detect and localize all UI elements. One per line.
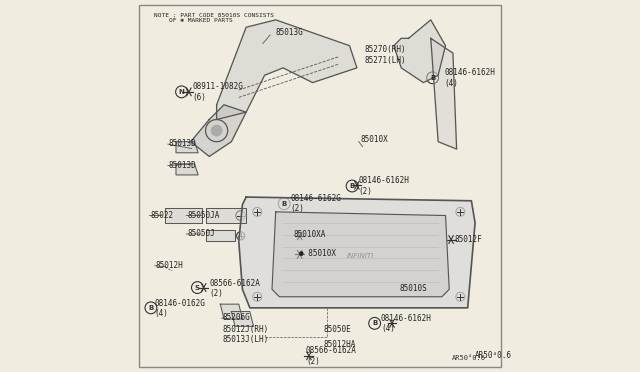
Polygon shape (239, 197, 475, 308)
Polygon shape (232, 311, 253, 326)
Text: 85012J(RH)
85013J(LH): 85012J(RH) 85013J(LH) (222, 325, 268, 344)
Polygon shape (165, 208, 202, 223)
Polygon shape (394, 20, 445, 83)
Text: ● 85010X: ● 85010X (299, 249, 336, 258)
Text: 85050JA: 85050JA (187, 211, 220, 220)
Text: NOTE : PART CODE 85010S CONSISTS
    OF ✱ MARKED PARTS: NOTE : PART CODE 85010S CONSISTS OF ✱ MA… (154, 13, 274, 23)
Polygon shape (272, 212, 449, 297)
Text: B: B (372, 320, 377, 326)
Text: 08146-6162H
(4): 08146-6162H (4) (381, 314, 432, 333)
Polygon shape (431, 38, 456, 149)
Text: 85013D: 85013D (168, 161, 196, 170)
Text: 08146-0162G
(4): 08146-0162G (4) (155, 299, 205, 318)
Text: INFINITI: INFINITI (347, 253, 374, 259)
Text: 85050J: 85050J (187, 230, 215, 238)
Polygon shape (216, 20, 357, 119)
Text: B: B (148, 305, 154, 311)
Text: 08146-6162H
(2): 08146-6162H (2) (359, 176, 410, 196)
Polygon shape (220, 304, 243, 319)
Text: 08911-1082G
(6): 08911-1082G (6) (193, 82, 243, 102)
Text: B: B (282, 201, 287, 207)
Polygon shape (176, 164, 198, 175)
Text: S: S (195, 285, 200, 291)
Text: 85012HA: 85012HA (324, 340, 356, 349)
Text: 85012F: 85012F (455, 235, 483, 244)
Text: 08566-6162A
(2): 08566-6162A (2) (306, 346, 357, 366)
Text: 85010S: 85010S (399, 284, 427, 293)
Text: 85013D: 85013D (168, 139, 196, 148)
Polygon shape (205, 208, 246, 223)
Text: 08146-6162G
(2): 08146-6162G (2) (291, 194, 341, 214)
Text: 85013G: 85013G (276, 28, 303, 37)
Text: 08146-6162H
(4): 08146-6162H (4) (445, 68, 495, 87)
Text: 85010XA: 85010XA (293, 230, 325, 239)
Polygon shape (191, 105, 246, 157)
Text: AR50⁴0.6: AR50⁴0.6 (452, 355, 486, 361)
Text: 85022: 85022 (150, 211, 173, 220)
Text: AR50⁴0.6: AR50⁴0.6 (475, 351, 512, 360)
Polygon shape (205, 230, 235, 241)
Text: B: B (349, 183, 355, 189)
Text: B: B (430, 75, 435, 81)
Text: 08566-6162A
(2): 08566-6162A (2) (209, 279, 260, 298)
Text: 85050E: 85050E (324, 325, 351, 334)
Text: 85270(RH)
85271(LH): 85270(RH) 85271(LH) (364, 45, 406, 65)
Text: 85012H: 85012H (156, 261, 184, 270)
Text: N: N (179, 89, 184, 95)
Circle shape (211, 125, 222, 136)
Text: 85206G: 85206G (222, 313, 250, 322)
Polygon shape (176, 142, 198, 153)
Text: 85010X: 85010X (360, 135, 388, 144)
